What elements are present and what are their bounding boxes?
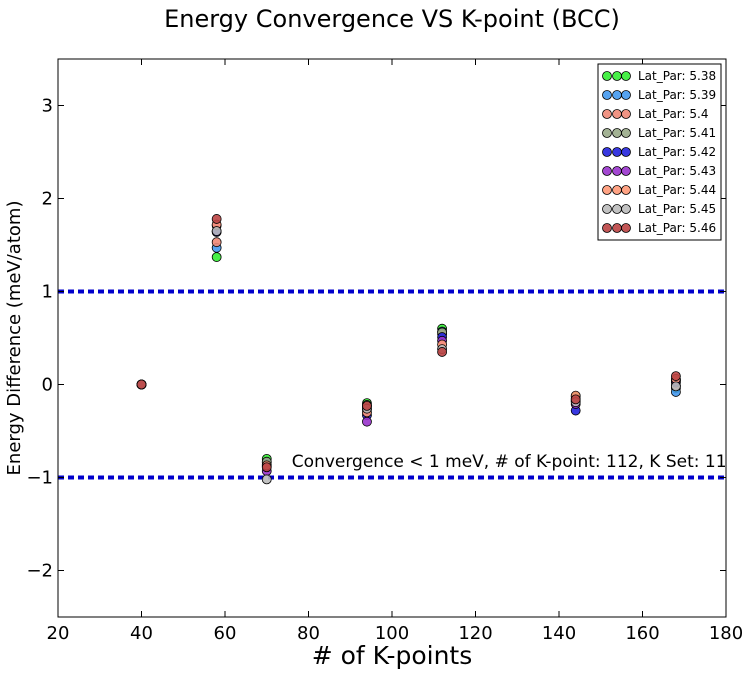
point-series-8-x-112	[437, 347, 448, 357]
legend-marker	[621, 204, 631, 214]
legend-marker	[621, 71, 631, 81]
legend-label: Lat_Par: 5.4	[638, 107, 708, 121]
point-series-8-x-58	[211, 214, 222, 224]
legend-marker	[612, 147, 622, 157]
legend-marker	[621, 166, 631, 176]
legend-label: Lat_Par: 5.39	[638, 88, 716, 102]
legend-marker	[612, 185, 622, 195]
x-axis-label: # of K-points	[312, 641, 473, 670]
legend-marker	[602, 147, 612, 157]
legend-marker	[602, 109, 612, 119]
x-tick-label: 40	[130, 623, 153, 644]
legend-label: Lat_Par: 5.45	[638, 202, 716, 216]
legend-marker	[612, 128, 622, 138]
legend-marker	[602, 185, 612, 195]
legend-marker	[602, 128, 612, 138]
legend-label: Lat_Par: 5.42	[638, 145, 716, 159]
point-series-2-x-58	[211, 237, 222, 248]
chart-title: Energy Convergence VS K-point (BCC)	[164, 5, 620, 33]
x-tick-label: 120	[458, 623, 492, 644]
point-series-8-x-144	[570, 394, 581, 405]
threshold-lines	[58, 289, 726, 480]
point-series-8-x-40	[136, 379, 147, 390]
x-tick-label: 20	[47, 623, 70, 644]
legend-marker	[621, 109, 631, 119]
legend-marker	[602, 166, 612, 176]
y-tick-label: 2	[42, 189, 53, 210]
y-tick-label: −2	[26, 561, 53, 582]
point-series-7-x-70	[261, 474, 272, 485]
point-series-8-x-94	[362, 400, 372, 411]
legend-label: Lat_Par: 5.44	[638, 183, 716, 197]
y-axis-label: Energy Difference (meV/atom)	[4, 201, 25, 476]
legend-marker	[612, 90, 622, 100]
legend-marker	[612, 166, 622, 176]
point-series-8-x-70	[261, 462, 272, 473]
point-series-7-x-168	[671, 381, 681, 392]
convergence-annotation: Convergence < 1 meV, # of K-point: 112, …	[292, 452, 727, 472]
legend-label: Lat_Par: 5.46	[638, 221, 716, 235]
legend-marker	[602, 204, 612, 214]
data-points	[136, 214, 681, 485]
y-tick-label: −1	[26, 468, 53, 489]
legend-marker	[621, 147, 631, 157]
x-tick-label: 100	[375, 623, 409, 644]
legend-marker	[621, 223, 631, 233]
legend-marker	[612, 109, 622, 119]
legend-marker	[602, 71, 612, 81]
legend-marker	[621, 90, 631, 100]
legend-label: Lat_Par: 5.43	[638, 164, 716, 178]
point-series-8-x-168	[671, 371, 681, 382]
legend-marker	[612, 204, 622, 214]
legend-marker	[602, 90, 612, 100]
legend-label: Lat_Par: 5.38	[638, 69, 716, 83]
legend-marker	[612, 71, 622, 81]
point-series-5-x-94	[362, 416, 372, 427]
x-tick-label: 60	[214, 623, 237, 644]
x-tick-label: 160	[625, 623, 659, 644]
legend-marker	[621, 128, 631, 138]
legend: Lat_Par: 5.38 Lat_Par: 5.39 Lat_Par: 5.4 La…	[597, 63, 722, 241]
x-tick-label: 140	[542, 623, 576, 644]
y-tick-label: 3	[42, 96, 53, 117]
legend-marker	[612, 223, 622, 233]
y-tick-label: 0	[42, 375, 53, 396]
point-series-7-x-58	[211, 226, 222, 236]
x-tick-label: 80	[297, 623, 320, 644]
legend-marker	[621, 185, 631, 195]
y-axis-ticks: −2 −1 0 1 2 3	[26, 96, 726, 582]
legend-label: Lat_Par: 5.41	[638, 126, 716, 140]
y-tick-label: 1	[42, 282, 53, 303]
x-tick-label: 180	[709, 623, 743, 644]
x-axis-ticks: 20 40 60 80 100 120 140 160 180	[47, 59, 743, 644]
point-series-0-x-58	[211, 252, 222, 262]
legend-marker	[602, 223, 612, 233]
